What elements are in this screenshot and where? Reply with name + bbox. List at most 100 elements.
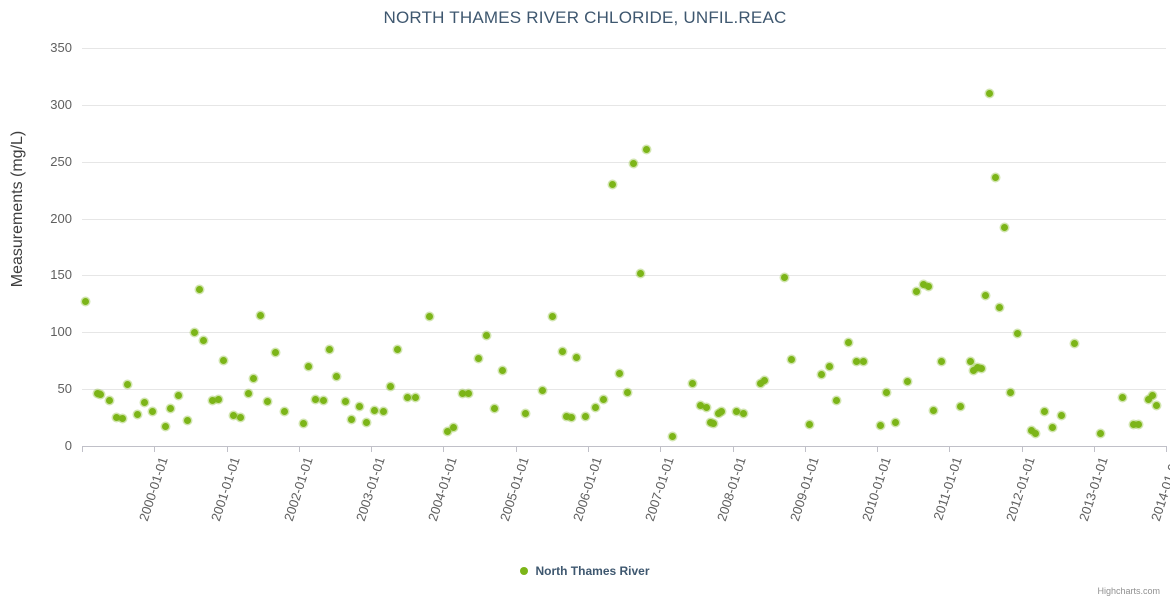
scatter-point[interactable]: [817, 370, 825, 378]
scatter-point[interactable]: [702, 403, 710, 411]
scatter-point[interactable]: [305, 362, 313, 370]
scatter-point[interactable]: [582, 412, 590, 420]
scatter-point[interactable]: [616, 369, 624, 377]
scatter-point[interactable]: [183, 417, 191, 425]
scatter-point[interactable]: [394, 345, 402, 353]
scatter-point[interactable]: [548, 312, 556, 320]
scatter-point[interactable]: [443, 427, 451, 435]
scatter-point[interactable]: [608, 180, 616, 188]
scatter-point[interactable]: [563, 412, 571, 420]
scatter-point[interactable]: [498, 367, 506, 375]
scatter-point[interactable]: [230, 411, 238, 419]
scatter-point[interactable]: [1118, 393, 1126, 401]
scatter-point[interactable]: [140, 399, 148, 407]
scatter-point[interactable]: [977, 365, 985, 373]
scatter-point[interactable]: [925, 283, 933, 291]
scatter-point[interactable]: [697, 401, 705, 409]
scatter-point[interactable]: [404, 393, 412, 401]
scatter-point[interactable]: [1129, 420, 1137, 428]
scatter-point[interactable]: [599, 395, 607, 403]
scatter-point[interactable]: [760, 376, 768, 384]
scatter-point[interactable]: [1031, 429, 1039, 437]
scatter-point[interactable]: [930, 407, 938, 415]
scatter-point[interactable]: [787, 356, 795, 364]
scatter-point[interactable]: [1149, 392, 1157, 400]
scatter-point[interactable]: [991, 174, 999, 182]
scatter-point[interactable]: [956, 402, 964, 410]
scatter-point[interactable]: [717, 408, 725, 416]
scatter-point[interactable]: [630, 160, 638, 168]
scatter-point[interactable]: [465, 390, 473, 398]
scatter-point[interactable]: [739, 409, 747, 417]
scatter-point[interactable]: [256, 311, 264, 319]
legend-item-label[interactable]: North Thames River: [535, 563, 650, 578]
scatter-point[interactable]: [175, 392, 183, 400]
scatter-point[interactable]: [326, 345, 333, 353]
scatter-point[interactable]: [995, 303, 1003, 311]
scatter-point[interactable]: [249, 375, 257, 383]
scatter-point[interactable]: [883, 389, 891, 397]
scatter-point[interactable]: [482, 332, 490, 340]
scatter-point[interactable]: [669, 433, 677, 441]
scatter-point[interactable]: [300, 419, 308, 427]
scatter-point[interactable]: [106, 397, 114, 404]
scatter-point[interactable]: [1040, 408, 1048, 416]
scatter-point[interactable]: [1134, 420, 1142, 428]
scatter-point[interactable]: [490, 404, 498, 412]
scatter-point[interactable]: [236, 414, 244, 422]
scatter-point[interactable]: [263, 398, 271, 406]
scatter-point[interactable]: [208, 397, 216, 404]
scatter-point[interactable]: [97, 391, 105, 399]
scatter-point[interactable]: [363, 418, 371, 426]
scatter-point[interactable]: [1013, 329, 1021, 337]
scatter-point[interactable]: [356, 402, 364, 410]
scatter-point[interactable]: [380, 408, 388, 416]
scatter-point[interactable]: [592, 403, 600, 411]
scatter-point[interactable]: [853, 358, 861, 366]
scatter-point[interactable]: [844, 339, 852, 347]
scatter-point[interactable]: [332, 373, 340, 381]
scatter-point[interactable]: [1097, 429, 1105, 437]
scatter-point[interactable]: [82, 298, 90, 306]
scatter-point[interactable]: [805, 420, 813, 428]
scatter-point[interactable]: [474, 354, 482, 362]
scatter-point[interactable]: [859, 358, 867, 366]
scatter-point[interactable]: [191, 328, 199, 336]
scatter-point[interactable]: [449, 424, 457, 432]
scatter-point[interactable]: [1000, 224, 1008, 232]
scatter-point[interactable]: [558, 348, 566, 356]
scatter-point[interactable]: [280, 408, 288, 416]
scatter-point[interactable]: [637, 269, 645, 277]
scatter-point[interactable]: [148, 408, 156, 416]
scatter-point[interactable]: [133, 410, 141, 418]
scatter-point[interactable]: [522, 409, 530, 417]
scatter-point[interactable]: [904, 377, 912, 385]
scatter-point[interactable]: [567, 414, 575, 422]
scatter-point[interactable]: [458, 390, 466, 398]
highcharts-credits[interactable]: Highcharts.com: [1097, 586, 1160, 596]
scatter-point[interactable]: [1070, 340, 1078, 348]
scatter-point[interactable]: [832, 397, 840, 404]
scatter-point[interactable]: [732, 408, 740, 416]
scatter-point[interactable]: [623, 389, 631, 397]
scatter-point[interactable]: [319, 397, 327, 404]
scatter-point[interactable]: [877, 422, 885, 430]
scatter-point[interactable]: [538, 386, 546, 394]
scatter-point[interactable]: [920, 281, 928, 289]
scatter-point[interactable]: [244, 390, 252, 398]
scatter-point[interactable]: [892, 418, 900, 426]
scatter-point[interactable]: [1153, 401, 1161, 409]
scatter-point[interactable]: [709, 419, 717, 427]
scatter-point[interactable]: [371, 407, 379, 415]
scatter-point[interactable]: [573, 353, 581, 361]
scatter-point[interactable]: [161, 423, 169, 431]
scatter-point[interactable]: [913, 287, 921, 295]
scatter-point[interactable]: [689, 379, 697, 387]
scatter-point[interactable]: [271, 349, 279, 357]
scatter-point[interactable]: [412, 393, 420, 401]
scatter-point[interactable]: [167, 404, 175, 412]
scatter-point[interactable]: [756, 379, 764, 387]
scatter-point[interactable]: [124, 381, 132, 389]
scatter-point[interactable]: [982, 292, 990, 300]
scatter-point[interactable]: [219, 357, 227, 365]
